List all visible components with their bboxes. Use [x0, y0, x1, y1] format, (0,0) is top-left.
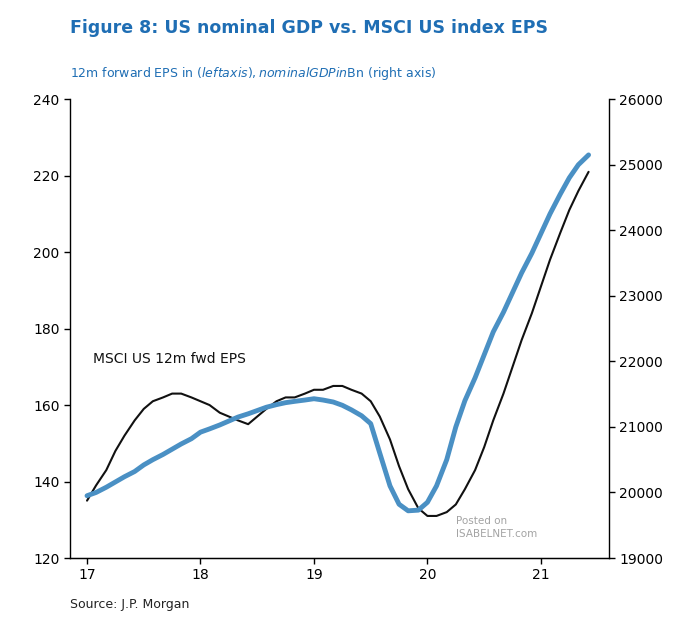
- Text: US nominal GDP: US nominal GDP: [0, 619, 1, 620]
- Text: 12m forward EPS in $ (left axis), nominal GDP in $Bn (right axis): 12m forward EPS in $ (left axis), nomina…: [70, 65, 436, 82]
- Text: MSCI US 12m fwd EPS: MSCI US 12m fwd EPS: [92, 352, 246, 366]
- Text: Figure 8: US nominal GDP vs. MSCI US index EPS: Figure 8: US nominal GDP vs. MSCI US ind…: [70, 19, 548, 37]
- Text: Source: J.P. Morgan: Source: J.P. Morgan: [70, 598, 190, 611]
- Text: Posted on
ISABELNET.com: Posted on ISABELNET.com: [456, 516, 537, 539]
